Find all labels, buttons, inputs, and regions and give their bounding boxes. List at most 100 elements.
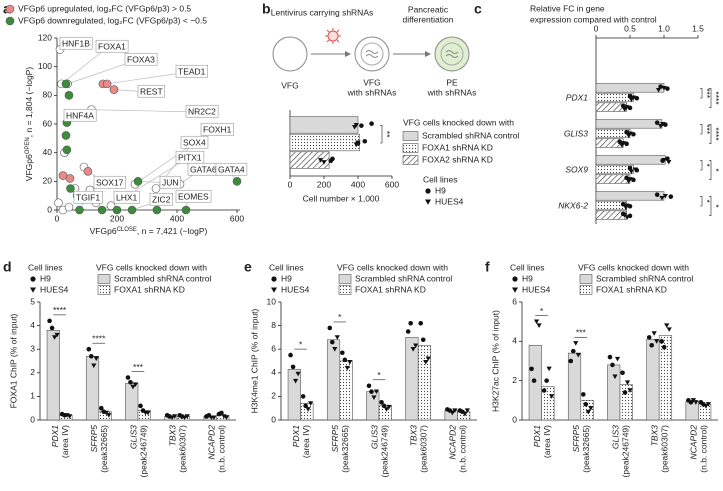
panel-letter: d [3, 259, 12, 275]
category-label: TBX3 [408, 425, 418, 447]
significance-bracket [700, 160, 703, 171]
category-sublabel: (area IV) [542, 425, 552, 458]
category-label: PDX1 [50, 425, 60, 447]
category-label: SFRP5 [330, 425, 340, 453]
legend-title: Cell lines [510, 262, 545, 272]
category-label: GLIS3 [369, 425, 379, 449]
category-label: PDX1 [291, 425, 301, 447]
panel-letter: e [244, 259, 252, 275]
label-box [95, 39, 129, 53]
gene-label: LHX1 [113, 190, 140, 204]
y-axis-label: FOXA1 ChIP (% of input) [8, 313, 18, 408]
point [627, 93, 633, 99]
category-label: GLIS3 [610, 425, 620, 449]
point [103, 410, 109, 416]
point [626, 179, 632, 184]
bar [46, 330, 60, 421]
point [661, 85, 667, 91]
label-box [200, 122, 234, 136]
point [334, 335, 340, 340]
legend-swatch [402, 155, 419, 165]
gene-label-text: JUN [162, 177, 179, 187]
gene-label: HNF4A [63, 108, 97, 122]
y-tick-label: 40 [43, 147, 53, 157]
bar [289, 133, 360, 152]
point [627, 213, 633, 219]
point [102, 79, 112, 89]
point [651, 331, 657, 336]
legend-title: VFG cells knocked down with [337, 262, 448, 272]
point [654, 192, 660, 197]
y-tick-label: 4 [30, 320, 35, 330]
label-box [113, 190, 140, 204]
point [106, 201, 116, 210]
label-box [137, 84, 165, 98]
point [91, 363, 97, 369]
y-tick-label: 80 [43, 90, 53, 100]
legend-label: H9 [281, 273, 292, 283]
point [575, 352, 581, 358]
virus-icon [325, 28, 341, 44]
point [581, 392, 586, 397]
y-axis-label: H3K4me1 ChIP (% of input) [249, 308, 259, 413]
point [359, 123, 364, 128]
significance-label: ** [382, 131, 392, 138]
point [145, 410, 151, 416]
point [464, 408, 471, 413]
point [64, 413, 70, 418]
point [97, 205, 107, 215]
point [627, 165, 633, 171]
gene-label: FOXH1 [200, 122, 234, 136]
bar [289, 151, 330, 169]
point [366, 383, 372, 389]
y-axis-label-part: VFGp6 [24, 154, 34, 181]
legend-swatch [97, 274, 111, 284]
point [607, 354, 613, 360]
label-box [175, 189, 212, 203]
gene-label-text: TGIF1 [76, 192, 100, 202]
significance-label: *** [576, 328, 587, 338]
point [61, 79, 71, 89]
point [531, 378, 537, 383]
point [583, 401, 589, 407]
significance-bracket [709, 196, 712, 216]
legend-label: H9 [435, 185, 446, 195]
point [529, 366, 534, 372]
category-label: GLIS3 [564, 128, 588, 138]
significance-label: *** [702, 88, 712, 99]
gene-label-text: FOXA1 [98, 41, 126, 51]
point [125, 375, 131, 380]
y-tick-label: 0 [30, 414, 35, 424]
gene-label-text: TEAD1 [178, 66, 206, 76]
point [573, 341, 579, 346]
legend-marker [30, 276, 36, 282]
point [627, 388, 633, 393]
significance-bracket [700, 88, 703, 99]
point [303, 403, 308, 409]
stage-label: with shRNAs [427, 87, 477, 97]
point [300, 394, 306, 399]
legend-title: VFG cells knocked down with [96, 262, 207, 272]
cell-vfg-shrna [354, 36, 390, 72]
category-label: NCAPD2 [448, 425, 458, 460]
point [420, 337, 426, 343]
gene-label: TGIF1 [73, 190, 103, 204]
stage-label: VFG [281, 80, 298, 90]
point [321, 160, 327, 165]
label-box [215, 162, 248, 176]
panel-letter: c [474, 1, 482, 17]
gene-label: GATA6 [187, 162, 220, 176]
point [665, 156, 670, 161]
point [318, 158, 324, 163]
legend-marker [425, 199, 431, 205]
gene-label-text: LHX1 [116, 192, 138, 202]
point [352, 124, 358, 130]
point [132, 382, 139, 387]
y-axis-label-part: , n = 1,804 (−logP) [24, 67, 34, 138]
gene-label: FOXA1 [95, 39, 129, 53]
point [344, 365, 350, 371]
legend-swatch [338, 274, 352, 284]
point [688, 400, 694, 405]
category-sublabel: (peak32665) [340, 425, 350, 473]
